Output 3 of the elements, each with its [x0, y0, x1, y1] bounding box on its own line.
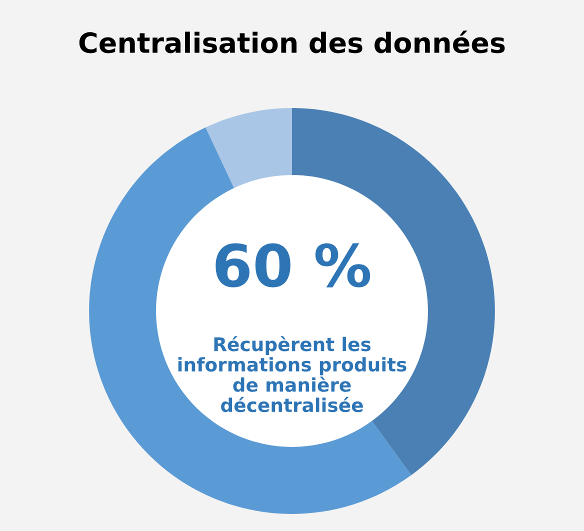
text: 60 %	[216, 243, 370, 288]
chart-title: Centralisation des données	[79, 30, 505, 54]
text: Récupèrent les informations produits de manière décentralisée	[178, 336, 406, 412]
